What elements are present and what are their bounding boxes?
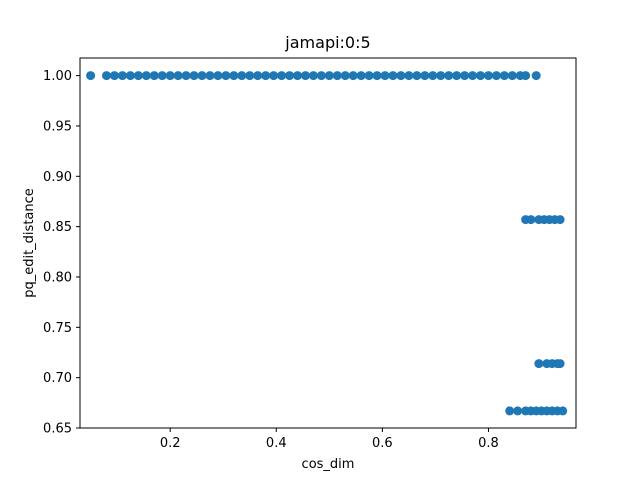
data-point — [412, 71, 422, 81]
data-point — [197, 71, 207, 81]
data-point — [372, 71, 382, 81]
data-point — [348, 71, 358, 81]
data-point — [505, 406, 515, 416]
data-point — [531, 71, 541, 81]
plot-frame — [79, 57, 577, 429]
data-point — [513, 406, 523, 416]
data-point — [521, 71, 531, 81]
data-point — [460, 71, 470, 81]
data-point — [165, 71, 175, 81]
data-point — [181, 71, 191, 81]
data-point — [149, 71, 159, 81]
data-point — [117, 71, 127, 81]
y-tick-label: 0.95 — [43, 119, 72, 134]
data-point — [332, 71, 342, 81]
data-point — [213, 71, 223, 81]
data-point — [534, 359, 544, 369]
data-point — [468, 71, 478, 81]
data-point — [444, 71, 454, 81]
data-point — [245, 71, 255, 81]
data-point — [404, 71, 414, 81]
data-point — [157, 71, 167, 81]
data-point — [364, 71, 374, 81]
data-point — [253, 71, 263, 81]
y-axis-ticks: 0.65 0.70 0.75 0.80 0.85 0.90 0.95 1.00 — [43, 69, 80, 437]
x-axis-ticks: 0.2 0.4 0.6 0.8 — [160, 428, 499, 451]
data-point — [285, 71, 295, 81]
data-point — [558, 406, 568, 416]
y-tick-label: 0.75 — [43, 321, 72, 336]
x-tick-label: 0.2 — [160, 436, 181, 451]
data-point — [221, 71, 231, 81]
data-point — [483, 71, 493, 81]
data-point — [499, 71, 509, 81]
data-point — [229, 71, 239, 81]
y-tick-label: 0.70 — [43, 371, 72, 386]
data-point — [237, 71, 247, 81]
data-point — [173, 71, 183, 81]
data-point — [109, 71, 119, 81]
data-point — [388, 71, 398, 81]
y-tick-label: 0.85 — [43, 220, 72, 235]
data-point — [292, 71, 302, 81]
data-point — [436, 71, 446, 81]
data-point — [261, 71, 271, 81]
y-tick-label: 0.80 — [43, 270, 72, 285]
data-point — [507, 71, 517, 81]
x-tick-label: 0.4 — [266, 436, 287, 451]
scatter-points — [86, 71, 568, 416]
data-point — [277, 71, 287, 81]
data-point — [125, 71, 135, 81]
y-tick-label: 0.65 — [43, 422, 72, 437]
data-point — [396, 71, 406, 81]
data-point — [189, 71, 199, 81]
data-point — [555, 359, 565, 369]
y-tick-label: 0.90 — [43, 170, 72, 185]
data-point — [133, 71, 143, 81]
data-point — [340, 71, 350, 81]
data-point — [476, 71, 486, 81]
data-point — [316, 71, 326, 81]
data-point — [141, 71, 151, 81]
y-tick-label: 1.00 — [43, 69, 72, 84]
data-point — [380, 71, 390, 81]
x-tick-label: 0.8 — [478, 436, 499, 451]
data-point — [269, 71, 279, 81]
data-point — [300, 71, 310, 81]
data-point — [420, 71, 430, 81]
data-point — [205, 71, 215, 81]
data-point — [102, 71, 112, 81]
chart-title: jamapi:0:5 — [284, 33, 370, 52]
data-point — [308, 71, 318, 81]
data-point — [86, 71, 96, 81]
x-tick-label: 0.6 — [372, 436, 393, 451]
x-axis-label: cos_dim — [302, 457, 355, 472]
data-point — [324, 71, 334, 81]
data-point — [428, 71, 438, 81]
data-point — [356, 71, 366, 81]
data-point — [452, 71, 462, 81]
data-point — [491, 71, 501, 81]
data-point — [555, 215, 565, 225]
data-point — [526, 215, 536, 225]
y-axis-label: pq_edit_distance — [22, 188, 37, 298]
